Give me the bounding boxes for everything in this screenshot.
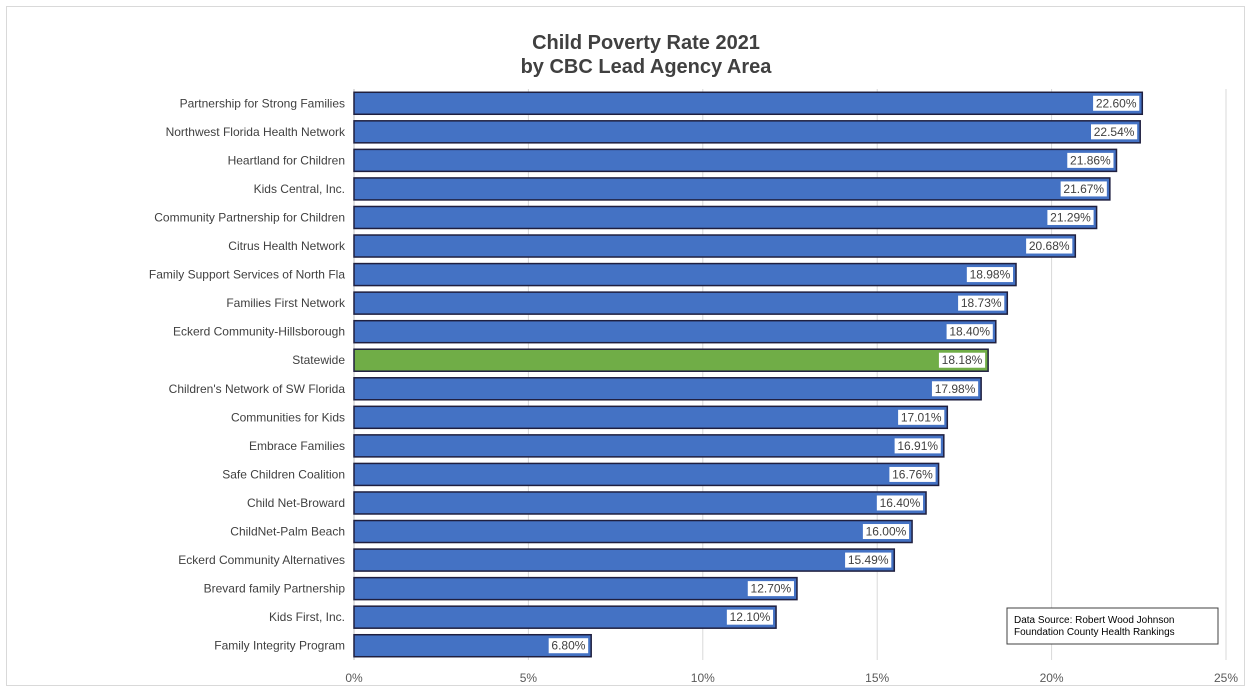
bar <box>353 262 1017 287</box>
data-label-box <box>1093 95 1140 111</box>
data-label: 16.40% <box>880 496 921 510</box>
category-label: Northwest Florida Health Network <box>166 125 346 139</box>
bar <box>353 177 1111 201</box>
x-tick-label: 15% <box>865 671 889 685</box>
bar <box>353 120 1141 144</box>
data-label: 20.68% <box>1029 239 1070 253</box>
x-axis-tick-labels: 0% 5% 10% 15% 20% 25% <box>345 671 1238 685</box>
category-label: Kids Central, Inc. <box>254 182 345 196</box>
data-label: 15.49% <box>848 553 889 567</box>
data-label-box <box>1047 209 1094 225</box>
category-label: Embrace Families <box>249 439 345 453</box>
data-source-note: Data Source: Robert Wood Johnson Foundat… <box>1006 607 1219 645</box>
data-label: 21.29% <box>1050 210 1091 224</box>
x-tick-label: 10% <box>691 671 715 685</box>
category-label: Child Net-Broward <box>247 496 345 510</box>
bar <box>353 491 927 515</box>
data-label: 22.54% <box>1094 125 1135 139</box>
bar <box>353 633 592 658</box>
bar <box>353 405 949 430</box>
data-label-box <box>876 495 924 511</box>
data-source-line-1: Data Source: Robert Wood Johnson <box>1014 615 1174 626</box>
bar <box>353 234 1077 258</box>
gridlines <box>353 89 1227 660</box>
category-label: Community Partnership for Children <box>154 210 345 224</box>
data-label: 18.98% <box>970 268 1011 282</box>
category-label: Brevard family Partnership <box>204 582 346 596</box>
data-label-box <box>845 552 892 568</box>
data-label: 18.73% <box>961 296 1002 310</box>
data-label-box <box>1060 181 1107 197</box>
bar <box>353 434 945 458</box>
chart-svg: Child Poverty Rate 2021 by CBC Lead Agen… <box>149 32 1238 685</box>
x-tick-label: 5% <box>520 671 538 685</box>
category-label: Partnership for Strong Families <box>180 96 345 110</box>
category-label: Heartland for Children <box>228 153 345 167</box>
category-label: Communities for Kids <box>231 410 345 424</box>
data-label-box <box>958 295 1005 311</box>
data-label-box <box>1067 152 1114 168</box>
bar <box>353 377 982 401</box>
data-label: 21.86% <box>1070 153 1111 167</box>
data-label-box <box>931 381 979 397</box>
x-tick-label: 25% <box>1214 671 1238 685</box>
category-label: Citrus Health Network <box>228 239 346 253</box>
data-label: 6.80% <box>551 639 585 653</box>
data-label: 17.98% <box>935 382 976 396</box>
data-label-box <box>1090 124 1138 140</box>
chart-frame: Child Poverty Rate 2021 by CBC Lead Agen… <box>6 6 1245 686</box>
data-label-box <box>1026 238 1073 254</box>
data-label: 18.40% <box>949 325 990 339</box>
data-label: 18.18% <box>942 353 983 367</box>
bar <box>353 519 913 544</box>
bar <box>353 205 1098 230</box>
data-label: 17.01% <box>901 410 942 424</box>
data-label-box <box>946 324 993 340</box>
data-label: 16.00% <box>866 525 907 539</box>
bar <box>353 548 896 572</box>
category-labels: Partnership for Strong Families Northwest… <box>149 96 346 652</box>
data-label-box <box>898 409 945 425</box>
data-label: 21.67% <box>1063 182 1104 196</box>
category-label: Kids First, Inc. <box>269 610 345 624</box>
category-label: Family Support Services of North Fla <box>149 268 345 282</box>
data-label-box <box>889 466 936 482</box>
bar <box>353 291 1009 315</box>
category-label: Statewide <box>292 353 345 367</box>
data-source-line-2: Foundation County Health Rankings <box>1014 627 1175 638</box>
category-label: Family Integrity Program <box>214 639 345 653</box>
bar <box>353 576 798 601</box>
data-label-box <box>894 438 941 454</box>
data-label: 16.76% <box>892 467 933 481</box>
data-label: 16.91% <box>897 439 938 453</box>
bar-statewide <box>353 348 989 372</box>
data-label-box <box>938 352 986 368</box>
chart-title-line-2: by CBC Lead Agency Area <box>521 56 773 78</box>
x-tick-label: 0% <box>345 671 363 685</box>
bar <box>353 91 1144 116</box>
data-label-box <box>747 581 794 597</box>
data-label: 12.10% <box>730 610 771 624</box>
data-label-box <box>862 524 910 540</box>
bars <box>353 91 1144 658</box>
category-label: ChildNet-Palm Beach <box>230 525 345 539</box>
category-label: Families First Network <box>226 296 346 310</box>
category-label: Eckerd Community-Hillsborough <box>173 325 345 339</box>
bar <box>353 148 1118 173</box>
x-tick-label: 20% <box>1040 671 1064 685</box>
bar <box>353 319 997 344</box>
data-label-box <box>966 267 1014 283</box>
data-label-box <box>726 609 774 625</box>
category-label: Eckerd Community Alternatives <box>178 553 345 567</box>
category-label: Safe Children Coalition <box>222 467 345 481</box>
bar <box>353 605 777 629</box>
data-label: 22.60% <box>1096 96 1137 110</box>
data-labels: 22.60% 22.54% 21.86% 21.67% 21.29% 20.68% 18.9… <box>548 95 1140 654</box>
data-label-box <box>548 638 589 654</box>
data-label: 12.70% <box>751 582 792 596</box>
data-source-box <box>1006 607 1219 645</box>
bar <box>353 462 940 487</box>
chart-title-line-1: Child Poverty Rate 2021 <box>532 32 760 54</box>
category-label: Children's Network of SW Florida <box>169 382 346 396</box>
